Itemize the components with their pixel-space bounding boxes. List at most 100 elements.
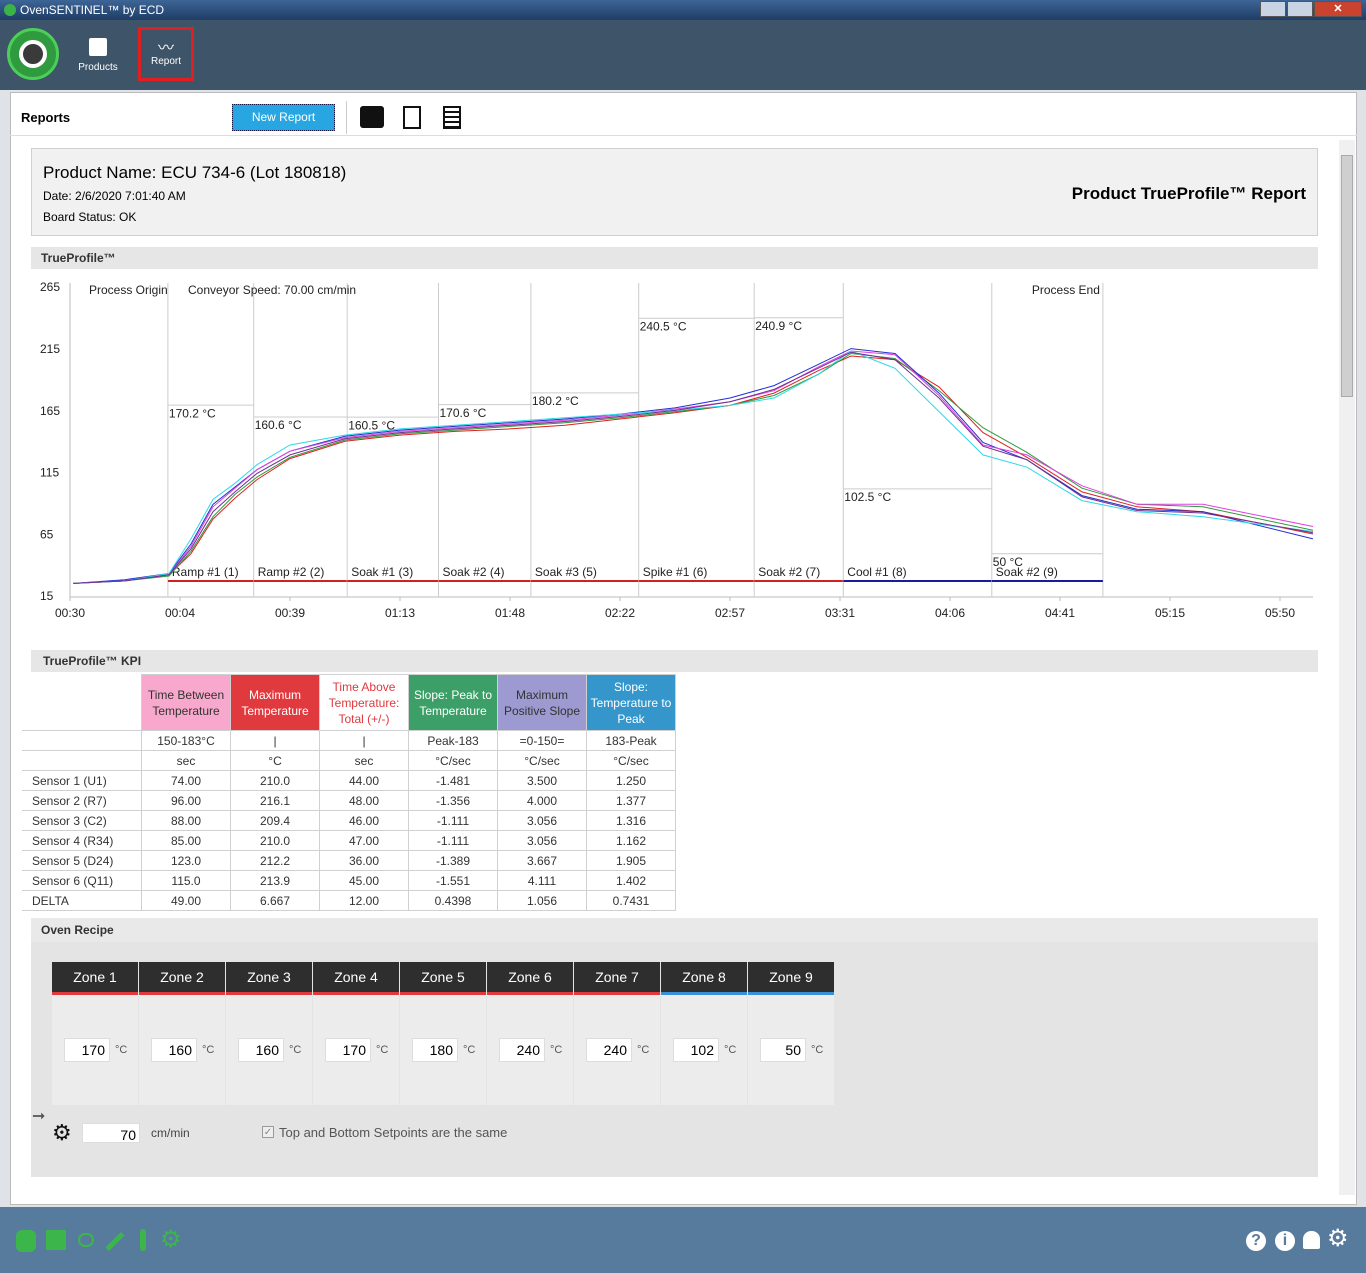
zone-name: Soak #2 (7): [758, 565, 820, 579]
column-header: Time Above Temperature: Total (+/-): [319, 674, 409, 731]
gears-icon[interactable]: ⚙: [160, 1226, 182, 1253]
report-title: Product TrueProfile™ Report: [1071, 184, 1306, 203]
zone-header: Zone 2: [139, 962, 225, 995]
kpi-value: 1.905: [586, 850, 676, 871]
sensor-row: Sensor 3 (C2) 88.00 209.4 46.00 -1.111 3.056 1…: [22, 810, 676, 831]
setpoint-input[interactable]: 170: [64, 1038, 110, 1062]
section-header: Oven Recipe: [31, 918, 1318, 942]
kpi-value: 44.00: [319, 770, 409, 791]
kpi-value: 3.056: [497, 810, 587, 831]
kpi-value: -1.111: [408, 830, 498, 851]
zone-name: Ramp #1 (1): [172, 565, 239, 579]
zone-column: Zone 4 170 °C: [313, 962, 399, 1105]
close-button[interactable]: ✕: [1314, 1, 1362, 17]
csv-chart-button[interactable]: [403, 106, 421, 129]
setpoint-label: 170.6 °C: [440, 406, 487, 420]
setpoint-unit: °C: [376, 1044, 389, 1056]
zone-header: Zone 6: [487, 962, 573, 995]
setpoint-label: 160.6 °C: [255, 418, 302, 432]
sensor-line: [73, 355, 1314, 584]
y-tick-label: 165: [40, 404, 60, 418]
probe-icon[interactable]: [105, 1231, 125, 1252]
setpoint-input[interactable]: 50: [760, 1038, 806, 1062]
setpoint-label: 240.5 °C: [640, 319, 687, 333]
units-cell: sec: [141, 750, 231, 771]
x-tick-label: 04:41: [1045, 606, 1075, 620]
x-tick-label: 05:50: [1265, 606, 1295, 620]
zone-name: Soak #2 (4): [443, 565, 505, 579]
sensor-line: [73, 352, 1314, 584]
annotation: Process Origin: [89, 283, 168, 297]
kpi-table-wrap: Time Between Temperature Maximum Temperat…: [22, 674, 676, 911]
logo[interactable]: [7, 28, 59, 80]
kpi-value: 1.056: [497, 890, 587, 911]
speed-input[interactable]: 70: [82, 1123, 140, 1143]
kpi-value: 47.00: [319, 830, 409, 851]
setpoint-input[interactable]: 240: [586, 1038, 632, 1062]
setpoint-input[interactable]: 170: [325, 1038, 371, 1062]
thermometer-icon[interactable]: [140, 1229, 146, 1251]
column-header: Time Between Temperature: [141, 674, 231, 731]
app-icon: [4, 4, 16, 16]
share-icon[interactable]: [78, 1233, 94, 1247]
toolbar: Products 〰 Report: [0, 20, 1366, 90]
kpi-value: 6.667: [230, 890, 320, 911]
scrollbar[interactable]: [1339, 140, 1355, 1195]
zone-name: Ramp #2 (2): [258, 565, 325, 579]
setpoint-input[interactable]: 180: [412, 1038, 458, 1062]
settings-icon[interactable]: ⚙: [1327, 1225, 1349, 1252]
reports-title: Reports: [21, 110, 71, 125]
setpoint-input[interactable]: 240: [499, 1038, 545, 1062]
zone-column: Zone 2 160 °C: [139, 962, 225, 1105]
setpoint-input[interactable]: 160: [151, 1038, 197, 1062]
setpoint-label: 240.9 °C: [755, 319, 802, 333]
products-button[interactable]: Products: [72, 30, 124, 75]
x-tick-label: 05:15: [1155, 606, 1185, 620]
new-report-button[interactable]: New Report: [232, 104, 335, 131]
settings-icon[interactable]: ⚙: [52, 1120, 72, 1145]
board-status: Board Status: OK: [43, 210, 137, 224]
print-button[interactable]: [360, 106, 384, 128]
setpoint-input[interactable]: 160: [238, 1038, 284, 1062]
units-row: sec °C sec °C/sec °C/sec °C/sec: [22, 750, 676, 771]
kpi-table: Time Between Temperature Maximum Temperat…: [22, 674, 676, 911]
kpi-value: 0.4398: [408, 890, 498, 911]
ranges-cell: 183-Peak: [586, 730, 676, 751]
section-header: TrueProfile™: [31, 247, 1318, 269]
ranges-cell: =0-150=: [497, 730, 587, 751]
x-tick-label: 01:48: [495, 606, 525, 620]
database-icon[interactable]: [16, 1230, 36, 1252]
title-bar: OvenSENTINEL™ by ECD ✕: [0, 0, 1366, 20]
header-row: Time Between Temperature Maximum Temperat…: [22, 674, 676, 731]
oven-icon[interactable]: [46, 1230, 66, 1250]
same-setpoints-checkbox[interactable]: ✓: [262, 1126, 274, 1138]
setpoint-unit: °C: [724, 1044, 737, 1056]
minimize-button[interactable]: [1260, 1, 1286, 17]
y-tick-label: 115: [40, 466, 59, 480]
row-label: Sensor 6 (Q11): [22, 870, 142, 891]
annotation: Process End: [1032, 283, 1100, 297]
zone-name: Spike #1 (6): [643, 565, 708, 579]
kpi-value: 216.1: [230, 790, 320, 811]
setpoint-input[interactable]: 102: [673, 1038, 719, 1062]
column-header: Maximum Temperature: [230, 674, 320, 731]
csv-table-button[interactable]: [443, 106, 461, 129]
y-tick-label: 15: [40, 589, 54, 603]
section-header: TrueProfile™ KPI: [31, 650, 1318, 672]
help-icon[interactable]: ?: [1246, 1231, 1266, 1251]
x-tick-label: 03:31: [825, 606, 855, 620]
column-header: Slope: Temperature to Peak: [586, 674, 676, 731]
setpoint-unit: °C: [463, 1044, 476, 1056]
corner-cell: [22, 675, 142, 731]
maximize-button[interactable]: [1287, 1, 1313, 17]
zone-column: Zone 8 102 °C: [661, 962, 747, 1105]
scroll-thumb[interactable]: [1341, 155, 1353, 397]
x-tick-label: 02:22: [605, 606, 635, 620]
info-icon[interactable]: i: [1275, 1231, 1295, 1251]
report-header: Product Name: ECU 734-6 (Lot 180818) Dat…: [31, 148, 1318, 236]
y-tick-label: 265: [40, 280, 60, 294]
notification-icon[interactable]: [1303, 1231, 1320, 1249]
kpi-value: 1.316: [586, 810, 676, 831]
kpi-value: 213.9: [230, 870, 320, 891]
report-button[interactable]: 〰 Report: [138, 27, 194, 81]
